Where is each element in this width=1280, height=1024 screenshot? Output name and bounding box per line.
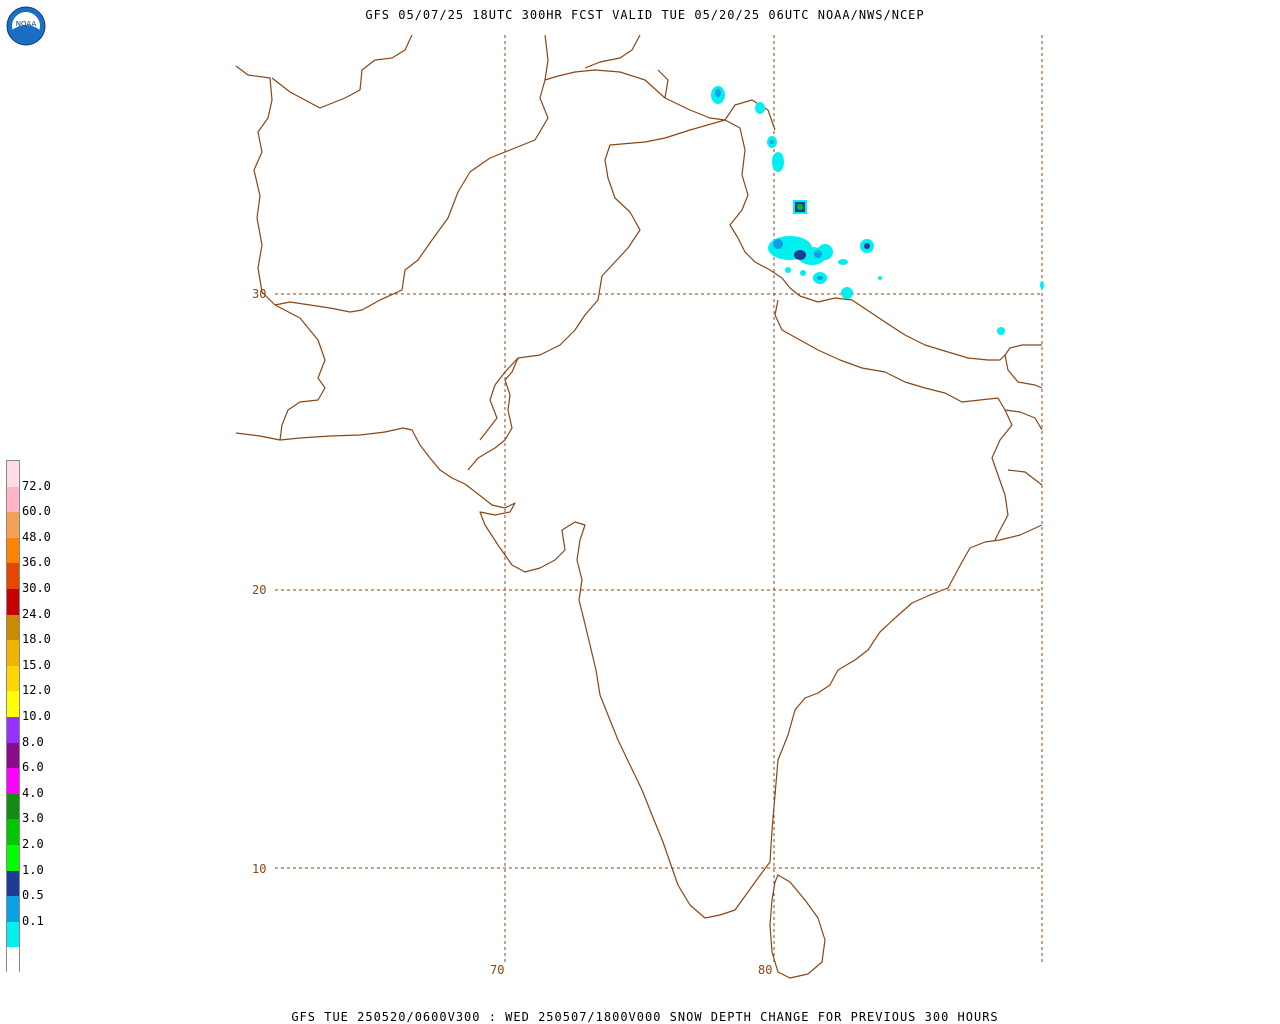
border-afghanistan-north xyxy=(271,34,413,109)
legend-swatch xyxy=(7,845,19,871)
snow-blob xyxy=(773,239,783,249)
snow-blob xyxy=(864,243,870,249)
legend-label: 2.0 xyxy=(22,837,44,851)
legend-swatch xyxy=(7,717,19,743)
border-iran-pakistan xyxy=(274,304,326,441)
snow-blob xyxy=(715,89,721,97)
snow-blob xyxy=(841,287,853,299)
snow-blob xyxy=(838,259,848,265)
color-legend xyxy=(6,460,20,973)
legend-swatch xyxy=(7,486,19,513)
legend-label: 15.0 xyxy=(22,657,51,672)
logo-text: NOAA xyxy=(16,20,37,28)
legend-label: 0.1 xyxy=(22,913,44,928)
snow-blob xyxy=(1040,281,1044,289)
sri-lanka-outline xyxy=(769,874,826,979)
legend-swatch xyxy=(7,947,19,973)
legend-swatch xyxy=(7,793,19,820)
chart-title: GFS 05/07/25 18UTC 300HR FCST VALID TUE … xyxy=(365,8,925,22)
border-bangladesh xyxy=(991,397,1043,541)
legend-swatch xyxy=(7,742,19,769)
border-afghanistan-pakistan xyxy=(479,34,726,441)
legend-label: 24.0 xyxy=(22,606,51,621)
snow-blob xyxy=(797,204,803,210)
snow-blob xyxy=(878,276,882,280)
legend-swatch xyxy=(7,768,19,794)
coastline xyxy=(235,427,1043,919)
legend-swatch xyxy=(7,614,19,641)
legend-swatch xyxy=(7,870,19,897)
snow-blob xyxy=(755,102,765,114)
legend-label: 8.0 xyxy=(22,734,44,749)
legend-label: 1.0 xyxy=(22,862,44,877)
legend-label: 36.0 xyxy=(22,555,51,570)
legend-label: 18.0 xyxy=(22,632,51,647)
legend-label: 10.0 xyxy=(22,709,51,723)
snow-blob xyxy=(770,140,774,144)
legend-swatch xyxy=(7,461,19,487)
lon-label-70: 70 xyxy=(490,963,504,977)
snow-blob xyxy=(772,152,784,172)
snow-blob xyxy=(785,267,791,273)
legend-label: 72.0 xyxy=(22,478,51,493)
border-nepal xyxy=(799,295,1042,361)
legend-label: 12.0 xyxy=(22,683,51,698)
legend-swatch xyxy=(7,640,19,666)
border-afghanistan-iran xyxy=(235,65,276,306)
border-bhutan xyxy=(1004,354,1043,389)
snow-blob xyxy=(800,270,806,276)
snow-blob xyxy=(997,327,1005,335)
chart-footer: GFS TUE 250520/0600V300 : WED 250507/180… xyxy=(291,1010,999,1024)
legend-label: 48.0 xyxy=(22,529,51,544)
lon-label-80: 80 xyxy=(758,963,772,977)
border-india-pakistan-south xyxy=(467,357,519,471)
snow-blob xyxy=(817,276,823,280)
lat-label-30: 30 xyxy=(252,287,266,301)
legend-swatch xyxy=(7,537,19,564)
legend-label: 30.0 xyxy=(22,581,51,595)
legend-label: 0.5 xyxy=(22,888,44,903)
border-india-pakistan xyxy=(724,119,801,297)
snow-blob xyxy=(814,250,822,258)
legend-label: 3.0 xyxy=(22,811,44,826)
snow-blob xyxy=(794,250,806,260)
legend-swatch xyxy=(7,896,19,922)
legend-swatch xyxy=(7,819,19,845)
boundaries xyxy=(235,34,1043,979)
border-afghanistan-pakistan-west xyxy=(274,79,549,313)
legend-label: 6.0 xyxy=(22,760,44,775)
border-china-north xyxy=(584,34,776,131)
lat-label-10: 10 xyxy=(252,862,266,876)
graticule xyxy=(275,35,1043,965)
noaa-logo: NOAA xyxy=(6,6,46,46)
legend-label: 60.0 xyxy=(22,504,51,519)
border-nepal-south xyxy=(774,299,999,403)
legend-swatch xyxy=(7,691,19,717)
legend-swatch xyxy=(7,512,19,538)
lat-label-20: 20 xyxy=(252,583,266,597)
legend-swatch xyxy=(7,563,19,589)
legend-swatch xyxy=(7,589,19,615)
snow-depth-field xyxy=(711,86,1044,335)
legend-swatch xyxy=(7,921,19,948)
legend-label: 4.0 xyxy=(22,785,44,800)
legend-swatch xyxy=(7,665,19,692)
